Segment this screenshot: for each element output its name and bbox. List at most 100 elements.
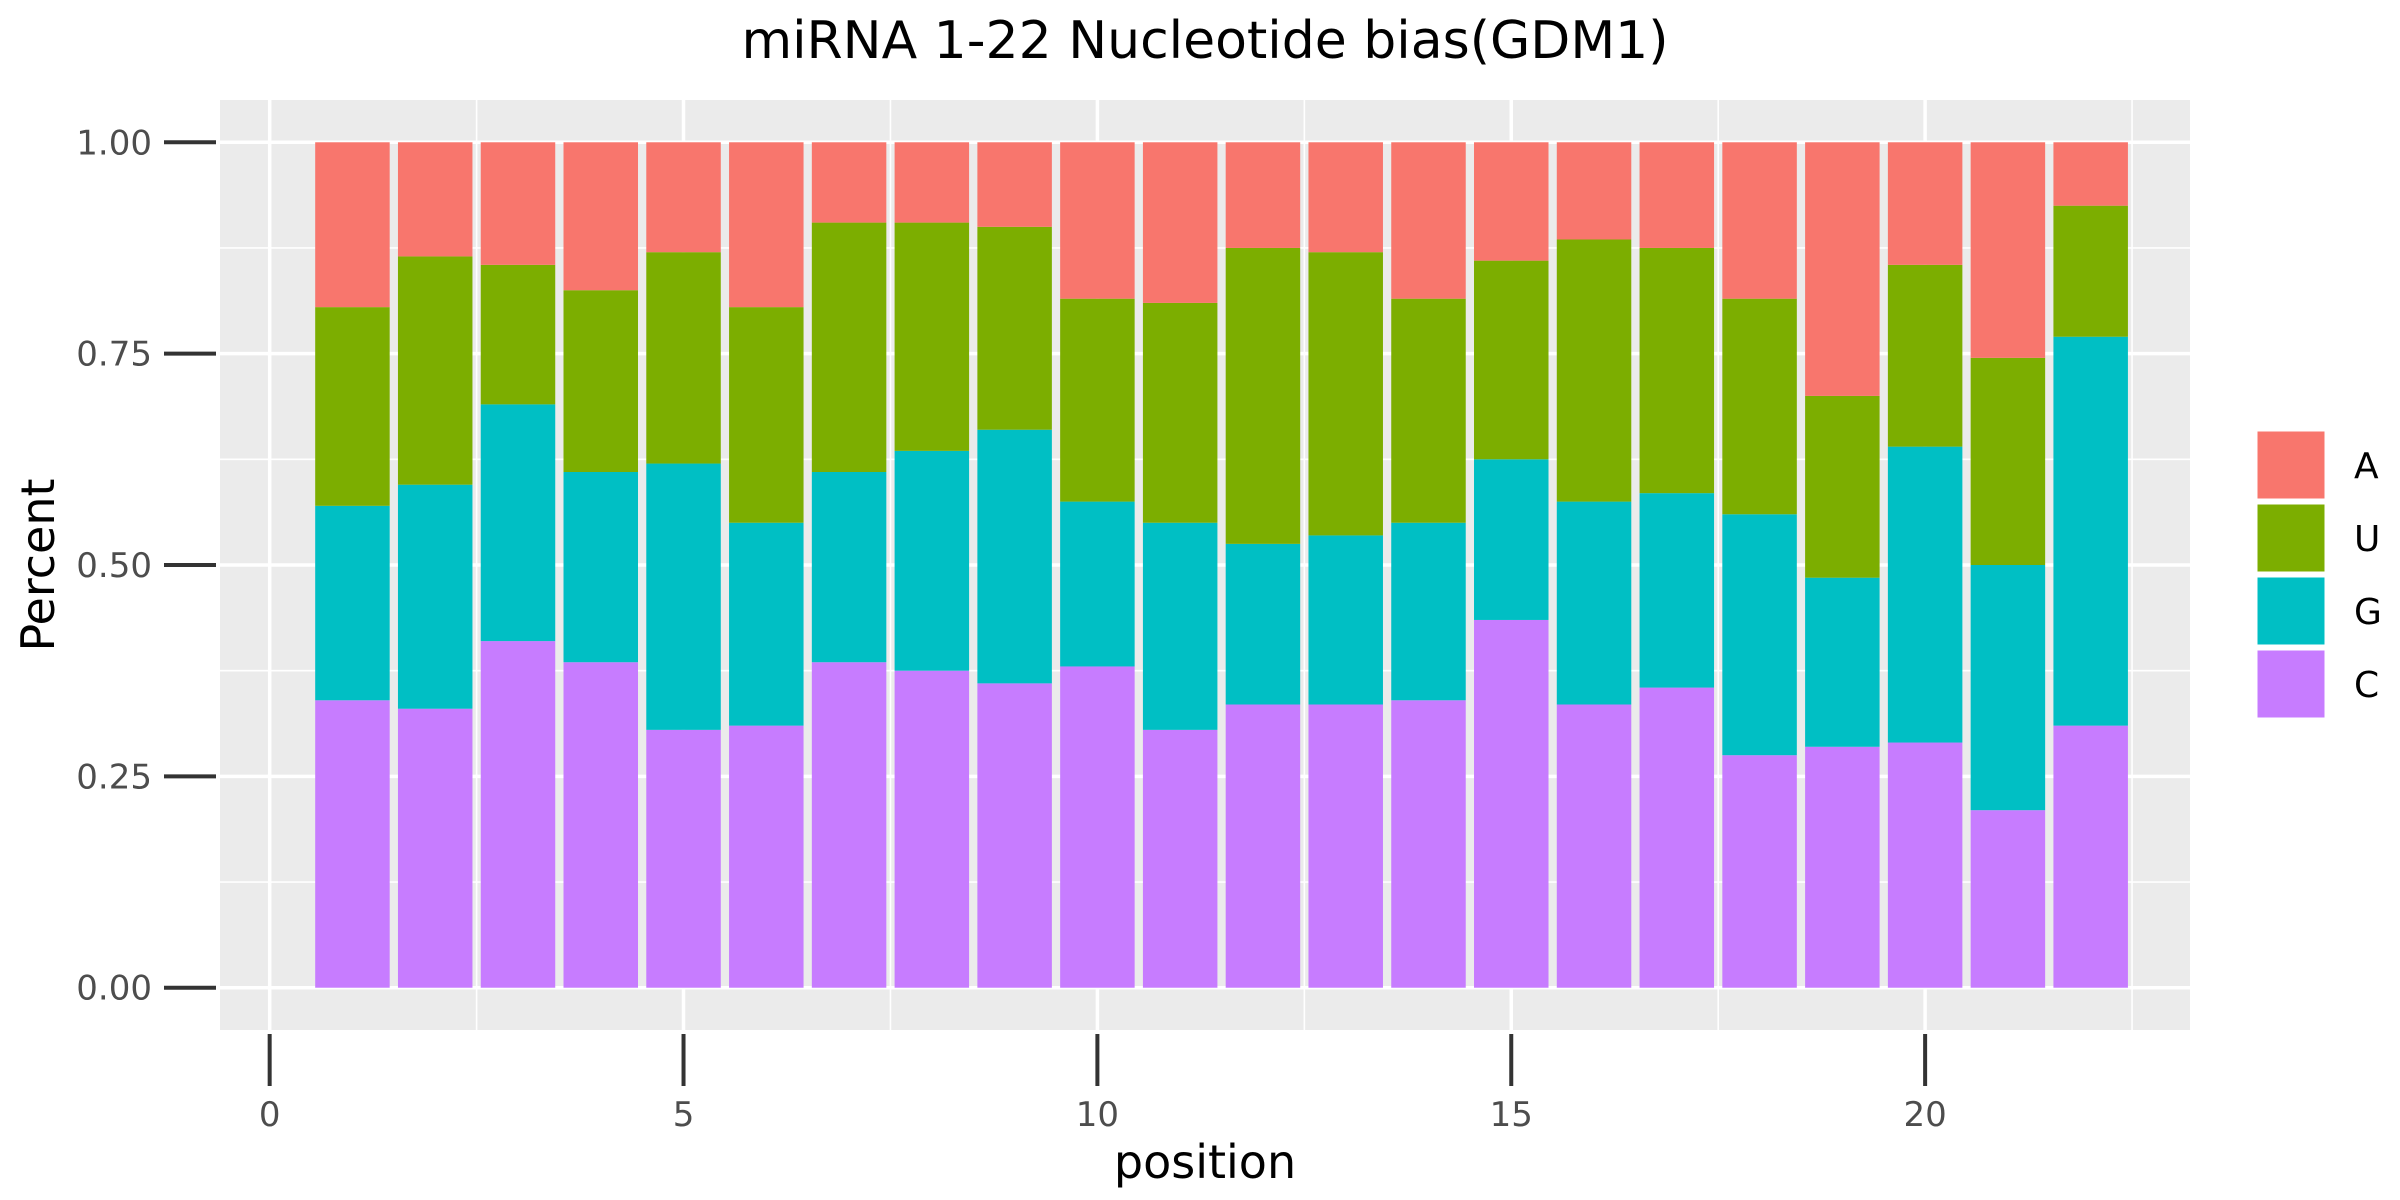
bar-segment-A [1060, 142, 1135, 299]
bar-segment-U [1474, 260, 1549, 460]
bar-segment-G [1225, 543, 1301, 705]
bar-segment-C [1308, 704, 1383, 988]
bar-segment-A [646, 142, 721, 253]
bar-segment-U [1805, 395, 1880, 578]
x-tick-label: 15 [1490, 1095, 1533, 1135]
bar-segment-U [729, 307, 804, 523]
x-tick-label: 10 [1076, 1095, 1119, 1135]
bar-segment-C [1142, 729, 1218, 988]
x-axis-title: position [1114, 1135, 1296, 1189]
bar-segment-C [1556, 704, 1632, 988]
bar-segment-G [1308, 535, 1383, 705]
y-tick-label: 0.00 [76, 969, 152, 1009]
bar-segment-A [2053, 142, 2128, 206]
bar-segment-A [480, 142, 556, 265]
bar-segment-A [1722, 142, 1797, 299]
bar-segment-G [2053, 336, 2128, 726]
y-tick-label: 0.75 [76, 335, 152, 375]
bar-segment-G [1474, 459, 1549, 620]
x-axis: 0 5 10 15 20 [259, 1034, 1947, 1135]
bar-segment-U [563, 290, 639, 472]
legend-label: C [2354, 665, 2379, 706]
y-axis-title: Percent [11, 478, 65, 651]
bar-segment-C [1225, 704, 1301, 988]
bar-segment-G [1142, 522, 1218, 730]
x-tick-label: 20 [1903, 1095, 1946, 1135]
legend-key-U [2254, 501, 2328, 575]
bar-segment-A [1142, 142, 1218, 303]
bar-segment-C [480, 641, 556, 988]
bar-segment-G [397, 484, 473, 709]
y-axis: 0.00 0.25 0.50 0.75 1.00 [76, 123, 216, 1009]
bar-segment-C [1970, 810, 2046, 988]
bar-segment-G [729, 522, 804, 726]
bar-segment-C [1391, 700, 1466, 988]
legend-key-G [2254, 574, 2328, 648]
legend-item-G: G [2254, 574, 2382, 648]
chart-title: miRNA 1-22 Nucleotide bias(GDM1) [741, 11, 1668, 71]
bar-segment-C [977, 683, 1052, 988]
bar-segment-C [397, 708, 473, 988]
bar-segment-G [480, 404, 556, 642]
bar-segment-G [1887, 446, 1963, 743]
bar-segment-G [1970, 565, 2046, 811]
bar-segment-A [1970, 142, 2046, 358]
bar-segment-A [729, 142, 804, 308]
bar-segment-G [894, 450, 970, 671]
legend-label: U [2354, 519, 2380, 560]
bar-segment-G [1722, 514, 1797, 756]
bar-segment-G [1060, 501, 1135, 667]
legend-item-A: A [2254, 428, 2379, 502]
bar-segment-A [1805, 142, 1880, 396]
bar-segment-C [894, 670, 970, 988]
bar-segment-A [1474, 142, 1549, 261]
y-tick-label: 1.00 [76, 123, 152, 163]
bar-segment-A [397, 142, 473, 257]
bar-segment-G [977, 429, 1052, 684]
bar-segment-U [1060, 298, 1135, 502]
legend-item-U: U [2254, 501, 2380, 575]
bar-segment-C [1722, 755, 1797, 988]
bar-segment-U [646, 252, 721, 464]
bar-segment-U [397, 256, 473, 485]
bar-segment-G [1639, 493, 1715, 688]
bar-segment-A [894, 142, 970, 223]
bar-segment-U [1887, 264, 1963, 447]
bar-segment-G [563, 472, 639, 663]
bar-segment-C [2053, 725, 2128, 988]
bar-segment-U [1391, 298, 1466, 523]
bar-segment-C [811, 662, 887, 988]
y-tick-label: 0.50 [76, 546, 152, 586]
bar-segment-U [1722, 298, 1797, 515]
bar-segment-U [1308, 252, 1383, 536]
bar-segment-A [1887, 142, 1963, 265]
bar-segment-U [480, 264, 556, 405]
bar-segment-U [894, 222, 970, 451]
y-tick-label: 0.25 [76, 757, 152, 797]
bar-segment-C [1805, 746, 1880, 988]
bar-segment-C [729, 725, 804, 988]
bar-segment-C [1474, 619, 1549, 988]
x-tick-label: 0 [259, 1095, 281, 1135]
legend-key-C [2254, 647, 2328, 721]
bar-segment-A [1556, 142, 1632, 240]
bar-segment-C [563, 662, 639, 988]
bar-segment-U [315, 307, 390, 506]
bar-segment-A [315, 142, 390, 308]
bar-segment-C [646, 729, 721, 988]
bar-segment-U [2053, 205, 2128, 337]
bar-segment-U [1556, 239, 1632, 502]
bar-segment-G [646, 463, 721, 730]
bar-segment-U [1970, 357, 2046, 565]
bar-segment-U [811, 222, 887, 472]
legend-label: G [2354, 592, 2382, 633]
bar-segment-C [315, 700, 390, 988]
bar-segment-C [1887, 742, 1963, 988]
bars [315, 142, 2128, 988]
x-tick-label: 5 [673, 1095, 695, 1135]
bar-segment-G [1391, 522, 1466, 701]
bar-segment-G [315, 505, 390, 701]
legend-key-A [2254, 428, 2328, 502]
